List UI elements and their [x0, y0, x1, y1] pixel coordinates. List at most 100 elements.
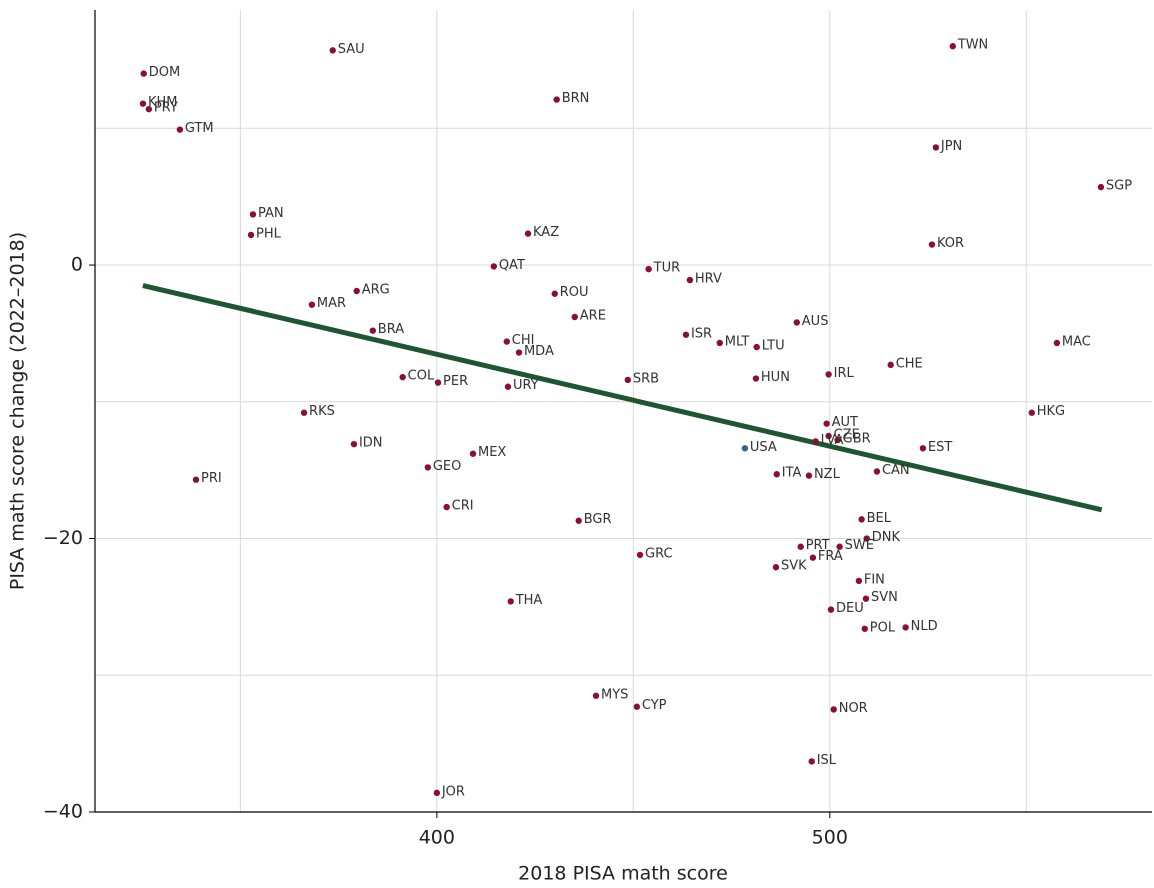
point-label: FIN: [864, 572, 885, 587]
point-label: KHM: [148, 95, 178, 110]
point-label: NZL: [814, 467, 841, 482]
point-label: THA: [515, 593, 543, 608]
point-label: SVK: [781, 559, 807, 574]
point: [753, 343, 760, 351]
point-label: TUR: [653, 261, 681, 276]
point-label: MAR: [317, 296, 346, 311]
point: [624, 376, 632, 384]
point: [636, 551, 644, 559]
point-label: QAT: [499, 258, 525, 273]
point-label: DOM: [149, 65, 180, 80]
point: [928, 241, 936, 248]
point: [809, 554, 817, 561]
point: [300, 409, 308, 416]
point-label: EST: [928, 440, 952, 455]
point-label: POL: [870, 620, 896, 635]
point: [773, 471, 780, 478]
y-axis-title: PISA math score change (2022–2018): [7, 232, 29, 590]
point: [507, 598, 514, 605]
point: [825, 371, 832, 378]
point: [433, 789, 441, 797]
x-tick-label: 500: [812, 827, 848, 849]
point-label: URY: [513, 378, 539, 393]
point-label: ARG: [362, 283, 390, 298]
point-label: SVN: [871, 590, 898, 605]
point: [793, 319, 800, 326]
point-label: PRT: [806, 538, 830, 553]
point-label: USA: [750, 440, 777, 455]
y-tick-label: −40: [43, 801, 83, 823]
point-label: MDA: [524, 344, 554, 359]
point: [827, 606, 835, 613]
point-label: MEX: [478, 445, 506, 460]
point: [752, 375, 760, 382]
point-label: HUN: [761, 370, 790, 385]
point-label: HKG: [1037, 404, 1065, 419]
point-label: CRI: [452, 499, 474, 514]
point-label: AUS: [802, 314, 829, 329]
point-label: MLT: [725, 334, 750, 349]
point: [825, 432, 832, 440]
point-label: JPN: [940, 139, 962, 154]
y-tick-label: −20: [43, 527, 83, 549]
point: [551, 290, 558, 297]
point-label: IRL: [834, 366, 855, 381]
point: [1053, 339, 1061, 347]
point-label: SAU: [338, 42, 365, 57]
point: [834, 436, 841, 444]
point: [575, 517, 582, 524]
point-label: ISL: [817, 753, 837, 768]
point: [863, 535, 870, 542]
point: [633, 703, 641, 710]
x-axis-title: 2018 PISA math score: [518, 863, 728, 885]
point-label: CAN: [882, 463, 910, 478]
point: [369, 327, 377, 334]
point: [353, 287, 360, 295]
point: [553, 96, 560, 103]
point: [919, 445, 927, 452]
point-label: GRC: [645, 546, 673, 561]
point: [247, 231, 255, 239]
point: [490, 263, 498, 270]
point: [1097, 183, 1105, 191]
point: [329, 47, 336, 54]
point: [192, 476, 200, 483]
point: [176, 126, 184, 133]
point: [682, 331, 690, 338]
point: [823, 420, 830, 427]
point-label: NLD: [911, 619, 938, 634]
point-label: IDN: [359, 436, 383, 451]
point-label: LVA: [821, 433, 844, 448]
point: [855, 577, 863, 585]
point: [686, 276, 694, 284]
point-label: PAN: [258, 206, 284, 221]
point: [830, 706, 837, 713]
point: [249, 211, 257, 218]
point: [139, 100, 147, 107]
trend-line: [142, 283, 1103, 513]
point-label: ITA: [782, 466, 802, 481]
point-label: NOR: [839, 701, 868, 716]
point: [949, 43, 956, 50]
point: [503, 338, 510, 345]
point: [1028, 409, 1035, 416]
point: [797, 543, 804, 550]
point: [592, 692, 600, 699]
point-label: RKS: [309, 404, 335, 419]
point: [434, 379, 442, 386]
point: [861, 625, 868, 632]
point-label: DEU: [836, 601, 864, 616]
point-label: KOR: [937, 236, 964, 251]
point: [424, 464, 432, 471]
point: [469, 450, 477, 457]
point-label: SRB: [633, 371, 659, 386]
point: [902, 624, 909, 631]
point: [443, 503, 450, 511]
point-label: SGP: [1106, 179, 1132, 194]
point-label: CYP: [642, 698, 667, 713]
point-label: BGR: [584, 512, 612, 527]
point-label: AUT: [832, 415, 858, 430]
point: [504, 383, 512, 390]
point: [932, 144, 940, 151]
